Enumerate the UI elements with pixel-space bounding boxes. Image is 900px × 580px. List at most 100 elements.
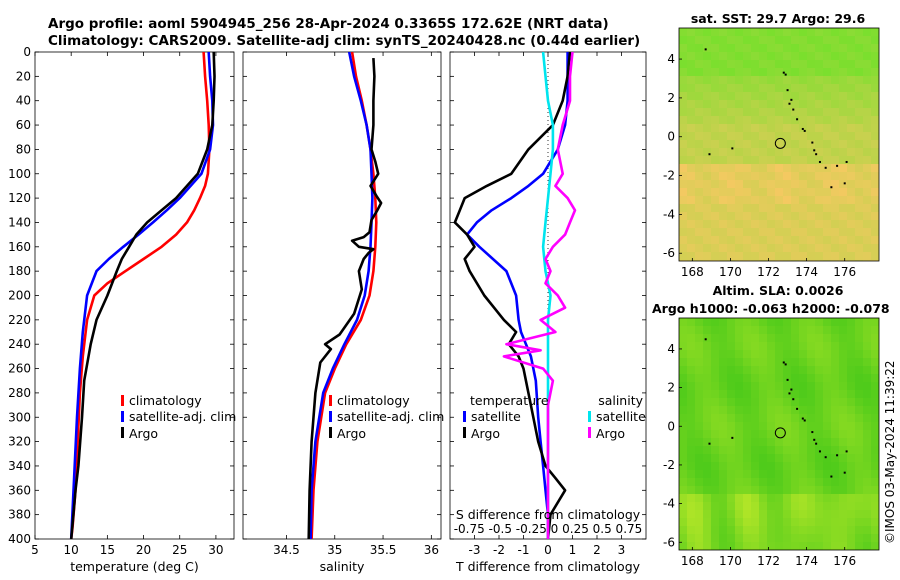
map-cell	[831, 494, 839, 502]
map-cell	[815, 52, 823, 60]
island-dot	[824, 166, 827, 169]
map-cell	[831, 260, 839, 261]
map-cell	[871, 156, 879, 164]
map-cell	[767, 148, 775, 156]
map-cell	[687, 470, 695, 478]
map-cell	[823, 196, 831, 204]
map-cell	[783, 228, 791, 236]
map-cell	[775, 180, 783, 188]
map-cell	[839, 366, 847, 374]
map-cell	[847, 132, 855, 140]
map-cell	[711, 196, 719, 204]
map-cell	[807, 342, 815, 350]
map-cell	[695, 36, 703, 44]
map-cell	[727, 326, 735, 334]
map-cell	[847, 454, 855, 462]
map-cell	[775, 156, 783, 164]
map-cell	[759, 204, 767, 212]
map-cell	[847, 422, 855, 430]
map-cell	[751, 260, 759, 261]
map-cell	[695, 390, 703, 398]
map-cell	[679, 260, 687, 261]
map-cell	[751, 342, 759, 350]
figure-title-line2: Climatology: CARS2009. Satellite-adj cli…	[48, 33, 640, 49]
map-cell	[679, 236, 687, 244]
map-cell	[743, 486, 751, 494]
map-cell	[839, 212, 847, 220]
map-cell	[839, 318, 847, 326]
map-cell	[863, 108, 871, 116]
map-cell	[855, 454, 863, 462]
map-cell	[711, 422, 719, 430]
map-cell	[743, 414, 751, 422]
island-dot	[818, 450, 821, 453]
map-cell	[759, 148, 767, 156]
map-cell	[783, 478, 791, 486]
map-cell	[711, 252, 719, 260]
lon-tick-label: 172	[757, 554, 780, 568]
map-cell	[743, 116, 751, 124]
map-cell	[799, 236, 807, 244]
map-cell	[815, 164, 823, 172]
map-cell	[767, 478, 775, 486]
map-cell	[791, 534, 799, 542]
map-cell	[815, 390, 823, 398]
map-cell	[687, 68, 695, 76]
map-cell	[823, 358, 831, 366]
map-cell	[815, 414, 823, 422]
map-cell	[735, 534, 743, 542]
map-cell	[847, 60, 855, 68]
map-cell	[743, 196, 751, 204]
map-cell	[751, 502, 759, 510]
map-cell	[799, 92, 807, 100]
map-cell	[743, 108, 751, 116]
map-cell	[775, 68, 783, 76]
map-cell	[695, 180, 703, 188]
map-cell	[703, 244, 711, 252]
map-cell	[799, 398, 807, 406]
map-cell	[863, 92, 871, 100]
map-cell	[775, 196, 783, 204]
map-cell	[823, 462, 831, 470]
map-cell	[679, 502, 687, 510]
map-cell	[695, 92, 703, 100]
map-cell	[775, 124, 783, 132]
map-cell	[807, 260, 815, 261]
island-dot	[708, 153, 711, 156]
map-cell	[839, 390, 847, 398]
map-cell	[855, 132, 863, 140]
map-cell	[703, 108, 711, 116]
map-cell	[815, 470, 823, 478]
map-cell	[719, 462, 727, 470]
map-cell	[695, 52, 703, 60]
map-cell	[871, 494, 879, 502]
map-cell	[695, 470, 703, 478]
map-cell	[863, 318, 871, 326]
map-cell	[703, 68, 711, 76]
map-cell	[695, 510, 703, 518]
map-cell	[743, 350, 751, 358]
map-cell	[839, 228, 847, 236]
map-cell	[695, 478, 703, 486]
map-cell	[727, 414, 735, 422]
map-cell	[679, 526, 687, 534]
map-cell	[711, 454, 719, 462]
map-cell	[711, 342, 719, 350]
map-cell	[823, 212, 831, 220]
map-cell	[871, 414, 879, 422]
map-cell	[815, 44, 823, 52]
x-tick-label: 0	[544, 543, 552, 557]
map-cell	[719, 244, 727, 252]
map-cell	[815, 260, 823, 261]
map-cell	[807, 180, 815, 188]
map-cell	[775, 132, 783, 140]
map-cell	[807, 422, 815, 430]
map-cell	[839, 454, 847, 462]
map-cell	[831, 188, 839, 196]
map-cell	[695, 542, 703, 550]
map-cell	[839, 326, 847, 334]
map-cell	[727, 430, 735, 438]
map-cell	[839, 260, 847, 261]
map-cell	[751, 534, 759, 542]
map-cell	[847, 124, 855, 132]
